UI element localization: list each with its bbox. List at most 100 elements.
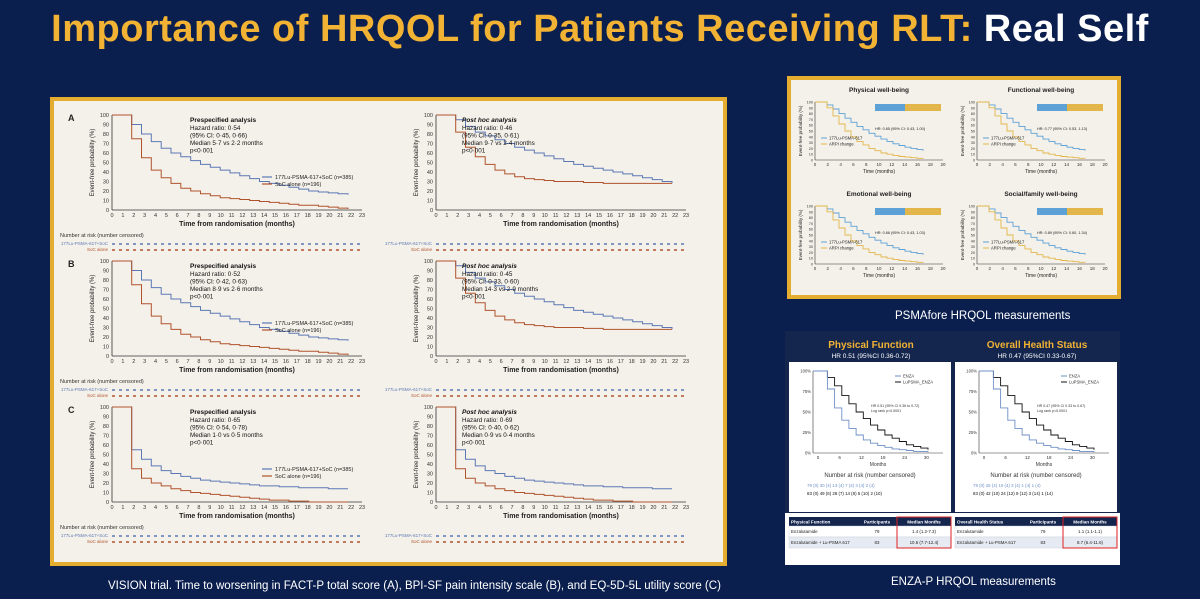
- table-cell: Enzalutamide: [957, 529, 984, 534]
- x-tick-label: 5: [165, 213, 168, 219]
- plot-title: Physical Function: [828, 340, 914, 351]
- x-axis-label: Time from randomisation (months): [179, 221, 295, 228]
- y-tick-label: 50: [427, 161, 433, 167]
- x-tick-label: 21: [337, 505, 343, 511]
- x-tick-label: 5: [165, 505, 168, 511]
- x-tick-label: 11: [553, 505, 559, 511]
- y-tick-label: 100: [807, 205, 813, 209]
- psmafore-plot-3: Emotional well-being01020304050607080901…: [798, 191, 946, 279]
- x-tick-label: 6: [500, 213, 503, 219]
- y-tick-label: 100: [100, 405, 109, 411]
- y-tick-label: 10: [427, 199, 433, 205]
- x-tick-label: 5: [489, 213, 492, 219]
- y-tick-label: 20: [809, 251, 813, 255]
- slide-title: Importance of HRQOL for Patients Receivi…: [0, 8, 1200, 51]
- x-tick-label: 6: [852, 266, 855, 271]
- y-tick-label: 100: [424, 405, 433, 411]
- arpi-curve: [977, 101, 1086, 159]
- hazard-ratio: HR: 0.77 (95% CI: 0.53, 1.13): [1037, 127, 1088, 131]
- y-tick-label: 70: [427, 142, 433, 148]
- x-tick-label: 0: [110, 359, 113, 365]
- x-tick-label: 14: [585, 505, 591, 511]
- months-label: Months: [1036, 462, 1053, 468]
- risk-row-label-lu: 177Lu-PSMA-617+SoC: [61, 533, 109, 538]
- x-tick-label: 10: [218, 505, 224, 511]
- x-tick-label: 14: [261, 213, 267, 219]
- y-tick-label: 90: [971, 210, 975, 214]
- x-tick-label: 19: [315, 213, 321, 219]
- y-tick-label: 60: [809, 124, 813, 128]
- y-axis-label: Event-free probability (%): [414, 129, 420, 197]
- y-tick-label: 40: [809, 135, 813, 139]
- title-main: Importance of HRQOL for Patients Receivi…: [51, 8, 973, 50]
- y-tick-label: 50: [971, 234, 975, 238]
- inset-hr: HR 0.51 (95% CI 0.36 to 0.72): [871, 404, 919, 408]
- y-tick-label: 25%: [803, 430, 812, 435]
- y-tick-label: 10: [427, 491, 433, 497]
- x-tick-label: 20: [1102, 266, 1108, 271]
- y-tick-label: 10: [809, 153, 813, 157]
- stats-header-box-lu: [875, 104, 905, 111]
- x-tick-label: 6: [1004, 455, 1007, 460]
- x-axis-label: Time from randomisation (months): [503, 513, 619, 520]
- x-tick-label: 24: [1068, 455, 1074, 460]
- vision-figure-panel: A 0 10 20 30 40 50 60 70 80 90 100 0 1 2 3 4 5 6 7 8 9 10 11 12 1…: [50, 97, 727, 566]
- table-cell: 1.1 (1.1-1.1): [1078, 529, 1102, 534]
- x-tick-label: 21: [661, 359, 667, 365]
- x-tick-label: 16: [607, 213, 613, 219]
- x-tick-label: 15: [272, 213, 278, 219]
- risk-row-label-soc: SoC alone: [411, 393, 433, 398]
- x-tick-label: 6: [500, 359, 503, 365]
- y-tick-label: 30: [809, 245, 813, 249]
- soc-curve: [112, 260, 349, 356]
- x-tick-label: 12: [239, 505, 245, 511]
- y-tick-label: 50: [103, 307, 109, 313]
- x-tick-label: 6: [176, 359, 179, 365]
- x-tick-label: 18: [305, 213, 311, 219]
- y-axis-label: Event-free probability (%): [90, 129, 96, 197]
- x-tick-label: 16: [1077, 162, 1083, 167]
- x-tick-label: 4: [478, 213, 481, 219]
- x-axis-label: Time from randomisation (months): [503, 367, 619, 374]
- x-tick-label: 16: [607, 505, 613, 511]
- legend-label-lu: 177Lu-PSMA-617+SoC (n=385): [275, 175, 353, 181]
- x-tick-label: 4: [478, 505, 481, 511]
- y-tick-label: 75%: [803, 389, 812, 394]
- x-tick-label: 16: [283, 359, 289, 365]
- inset-pvalue: Log rank p<0.0001: [871, 409, 901, 413]
- x-tick-label: 15: [596, 213, 602, 219]
- x-tick-label: 19: [639, 213, 645, 219]
- enza-curve: [813, 370, 929, 453]
- risk-row-label-lu: 177Lu-PSMA-617+SoC: [385, 387, 433, 392]
- y-axis-label: Event-free probability (%): [90, 275, 96, 343]
- x-tick-label: 21: [337, 213, 343, 219]
- x-axis-label: Time (months): [863, 169, 895, 175]
- x-tick-label: 23: [683, 359, 689, 365]
- x-tick-label: 16: [915, 266, 921, 271]
- x-tick-label: 17: [294, 505, 300, 511]
- x-tick-label: 8: [1027, 162, 1030, 167]
- x-tick-label: 22: [672, 505, 678, 511]
- risk-row-lu: 83 (0) 42 (10) 24 (12) 9 (12) 3 (14) 1 (…: [973, 491, 1053, 496]
- x-tick-label: 0: [110, 213, 113, 219]
- x-tick-label: 7: [511, 213, 514, 219]
- x-tick-label: 2: [989, 266, 992, 271]
- y-tick-label: 60: [103, 297, 109, 303]
- x-tick-label: 8: [521, 359, 524, 365]
- x-tick-label: 8: [865, 266, 868, 271]
- table-cell: Enzalutamide + Lu-PSMA 617: [957, 540, 1016, 545]
- soc-curve: [112, 406, 348, 503]
- legend-label-arpi: ARPI change: [991, 246, 1016, 251]
- risk-row-label-soc: SoC alone: [411, 539, 433, 544]
- x-axis-label: Time from randomisation (months): [179, 513, 295, 520]
- psmafore-figure: Physical well-being010203040506070809010…: [798, 87, 1108, 279]
- y-tick-label: 10: [103, 199, 109, 205]
- x-axis-label: Time (months): [863, 273, 895, 279]
- x-tick-label: 1: [121, 359, 124, 365]
- x-tick-label: 22: [672, 213, 678, 219]
- x-tick-label: 8: [865, 162, 868, 167]
- x-tick-label: 14: [902, 162, 908, 167]
- risk-row-label-lu: 177Lu-PSMA-617+SoC: [61, 241, 109, 246]
- table-cell: 79: [875, 529, 880, 534]
